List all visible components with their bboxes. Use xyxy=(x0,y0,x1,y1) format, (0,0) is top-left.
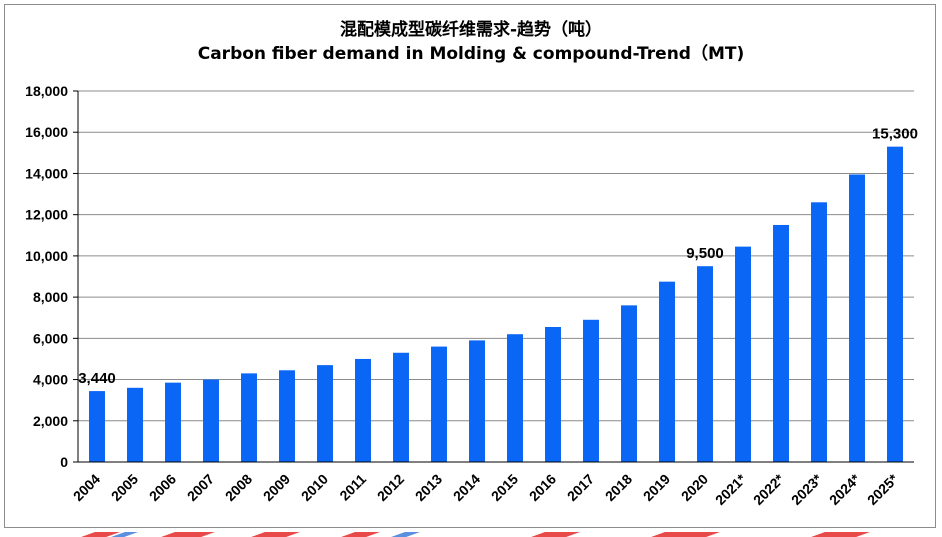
x-tick-label: 2019 xyxy=(640,471,673,504)
x-tick-label: 2011 xyxy=(336,471,369,504)
bottom-decoration xyxy=(0,528,942,537)
x-tick-label: 2023* xyxy=(788,470,826,508)
y-tick-label: 18,000 xyxy=(25,83,68,99)
x-tick-label: 2004 xyxy=(70,471,103,504)
x-tick-label: 2009 xyxy=(260,471,293,504)
bar-2021-est xyxy=(735,246,751,462)
chart-title: 混配模成型碳纤维需求-趋势（吨） xyxy=(339,20,603,40)
x-tick-label: 2013 xyxy=(412,471,445,504)
chart-subtitle: Carbon fiber demand in Molding & compoun… xyxy=(197,44,745,64)
bar-2018 xyxy=(621,305,637,462)
bar-2024-est xyxy=(849,174,865,462)
x-tick-label: 2010 xyxy=(298,471,331,504)
x-tick-label: 2020 xyxy=(678,471,711,504)
y-tick-label: 2,000 xyxy=(33,413,68,429)
x-tick-label: 2012 xyxy=(374,471,407,504)
bar-2017 xyxy=(583,319,599,462)
axes xyxy=(73,90,914,463)
x-tick-label: 2007 xyxy=(184,471,217,504)
bar-2010 xyxy=(317,365,333,462)
y-tick-label: 0 xyxy=(60,454,68,470)
bar-2004 xyxy=(89,391,105,462)
bar-2020 xyxy=(697,266,713,462)
bars xyxy=(89,146,903,463)
x-tick-label: 2024* xyxy=(826,470,864,508)
y-tick-label: 12,000 xyxy=(25,207,68,223)
x-tick-label: 2017 xyxy=(564,471,597,504)
x-tick-label: 2006 xyxy=(146,471,179,504)
bar-2006 xyxy=(165,382,181,462)
y-tick-label: 16,000 xyxy=(25,124,68,140)
bar-2023-est xyxy=(811,202,827,463)
x-tick-label: 2025* xyxy=(864,470,902,508)
chart-title-block: 混配模成型碳纤维需求-趋势（吨） Carbon fiber demand in … xyxy=(0,18,942,66)
bar-2005 xyxy=(127,387,143,462)
bar-2012 xyxy=(393,352,409,462)
bar-2015 xyxy=(507,334,523,462)
x-tick-label: 2022* xyxy=(750,470,788,508)
bar-2008 xyxy=(241,373,257,462)
x-tick-label: 2021* xyxy=(712,470,750,508)
x-tick-label: 2005 xyxy=(108,471,141,504)
bar-2011 xyxy=(355,358,371,462)
y-tick-label: 6,000 xyxy=(33,330,68,346)
x-tick-label: 2018 xyxy=(602,471,635,504)
bar-2022-est xyxy=(773,224,789,462)
y-tick-label: 8,000 xyxy=(33,289,68,305)
bar-2013 xyxy=(431,346,447,462)
bar-2009 xyxy=(279,370,295,462)
y-tick-label: 4,000 xyxy=(33,372,68,388)
data-label: 3,440 xyxy=(78,370,116,387)
bar-2019 xyxy=(659,281,675,462)
x-tick-label: 2008 xyxy=(222,471,255,504)
data-label: 9,500 xyxy=(686,245,724,262)
bar-2007 xyxy=(203,379,219,462)
x-tick-label: 2015 xyxy=(488,471,521,504)
data-label: 15,300 xyxy=(872,126,918,143)
y-tick-label: 14,000 xyxy=(25,165,68,181)
y-tick-label: 10,000 xyxy=(25,248,68,264)
x-tick-label: 2016 xyxy=(526,471,559,504)
x-tick-label: 2014 xyxy=(450,471,483,504)
bar-2025-est xyxy=(887,146,903,462)
bar-2014 xyxy=(469,340,485,462)
bar-2016 xyxy=(545,326,561,462)
